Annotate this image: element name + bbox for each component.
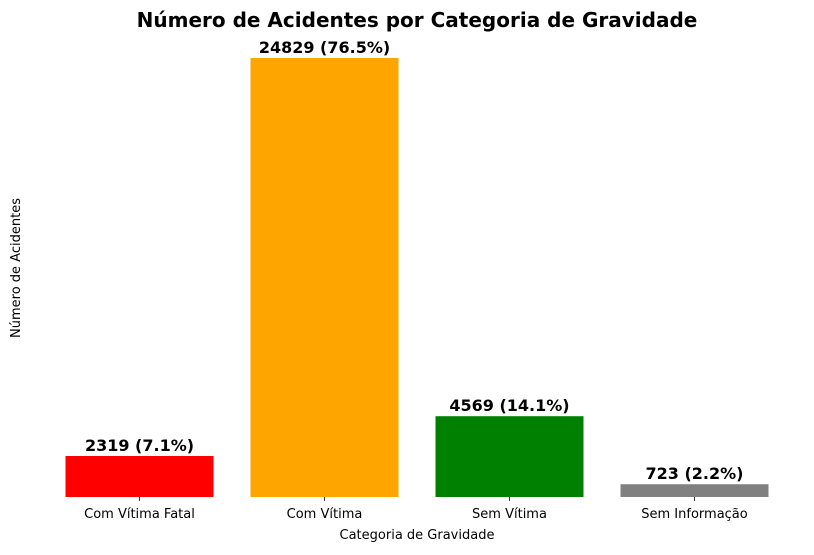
- y-axis-label: Número de Acidentes: [9, 198, 24, 338]
- bars-group: [65, 58, 769, 497]
- bar-0: [65, 455, 214, 497]
- chart-title: Número de Acidentes por Categoria de Gra…: [137, 8, 698, 32]
- x-tick-label-3: Sem Informação: [641, 507, 748, 522]
- data-label-1: 24829 (76.5%): [259, 38, 390, 57]
- bar-1: [250, 58, 399, 497]
- x-tick-label-0: Com Vítima Fatal: [84, 507, 195, 522]
- x-tick-label-2: Sem Vítima: [472, 507, 547, 522]
- bar-2: [435, 416, 584, 497]
- data-label-2: 4569 (14.1%): [449, 396, 569, 415]
- x-tick-label-1: Com Vítima: [287, 507, 363, 522]
- data-label-3: 723 (2.2%): [646, 464, 744, 483]
- x-ticks-group: Com Vítima Fatal Com Vítima Sem Vítima Sem …: [84, 497, 748, 522]
- data-labels-group: 2319 (7.1%) 24829 (76.5%) 4569 (14.1%) 723 …: [85, 38, 744, 483]
- bar-3: [620, 484, 769, 497]
- x-axis-label: Categoria de Gravidade: [340, 528, 495, 543]
- data-label-0: 2319 (7.1%): [85, 436, 194, 455]
